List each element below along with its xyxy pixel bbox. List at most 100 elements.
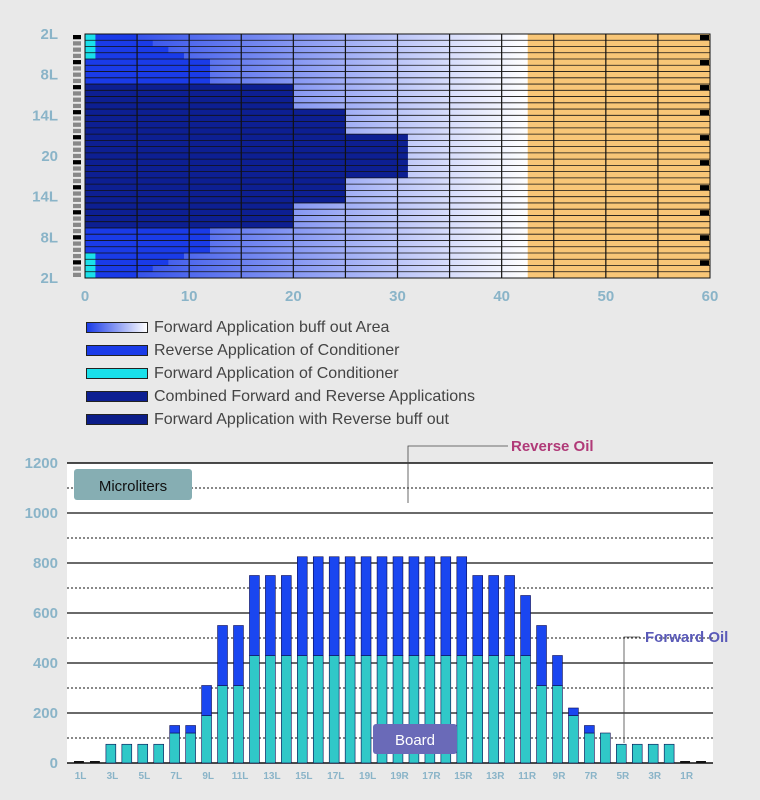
lane-application-band	[85, 46, 169, 53]
legend-label: Forward Application buff out Area	[154, 318, 390, 336]
reverse-oil-bar	[328, 556, 340, 656]
lane-marker	[73, 60, 81, 65]
legend-label: Combined Forward and Reverse Application…	[154, 387, 476, 405]
x-tick-label: 19L	[359, 771, 376, 782]
microliters-box	[74, 469, 192, 500]
forward-oil-bar	[312, 655, 324, 764]
lane-marker	[73, 97, 81, 102]
lane-marker	[73, 116, 81, 121]
reverse-oil-bar	[440, 556, 452, 656]
lane-buffout-band	[85, 271, 528, 278]
y-tick-label: 2L	[40, 270, 58, 287]
reverse-oil-bar	[408, 556, 420, 656]
x-tick-label: 50	[597, 288, 614, 305]
lane-right-marker	[700, 260, 709, 266]
lane-buffout-band	[85, 52, 528, 60]
forward-oil-bar	[472, 655, 483, 764]
lane-application-band	[85, 52, 184, 60]
reverse-oil-bar	[201, 685, 212, 716]
lane-marker	[73, 85, 81, 90]
legend-label: Reverse Application of Conditioner	[154, 341, 400, 359]
x-tick-label: 17R	[422, 771, 441, 782]
legend-item-buffout: Forward Application buff out Area	[86, 316, 475, 339]
legend-label: Forward Application with Reverse buff ou…	[154, 410, 449, 428]
lane-heatmap-chart: 0 10 20 30 40 50 60 2L 8L 14L 20 14L 8L 2L	[32, 26, 719, 305]
reverse-oil-bar	[504, 575, 515, 656]
lane-marker	[73, 178, 81, 184]
lane-marker	[73, 128, 81, 134]
y-tick-label: 8L	[40, 67, 58, 84]
lane-buffout-band	[85, 209, 528, 216]
reverse-oil-bar	[297, 556, 308, 656]
lane-marker	[73, 241, 81, 246]
lane-marker	[73, 166, 81, 171]
lane-marker	[73, 197, 81, 202]
lane-buffout-band	[85, 65, 528, 72]
lane-application-band	[85, 190, 346, 197]
x-tick-label: 13R	[486, 771, 505, 782]
x-tick-label: 60	[702, 288, 719, 305]
x-tick-label: 15L	[295, 771, 312, 782]
lane-application-band	[85, 184, 346, 191]
lane-buffout-band	[85, 59, 528, 66]
lane-application-band	[85, 246, 210, 253]
heatmap-legend: Forward Application buff out Area Revers…	[86, 316, 475, 431]
lane-buffout-band	[85, 215, 528, 222]
forward-oil-bar	[153, 743, 164, 764]
lane-marker	[73, 110, 81, 115]
y-tick-label: 1200	[25, 455, 58, 472]
x-tick-label: 17L	[327, 771, 344, 782]
x-tick-label: 5R	[616, 771, 630, 782]
lane-marker	[73, 203, 81, 209]
forward-oil-bar	[265, 655, 276, 764]
lane-buffout-band	[85, 84, 528, 91]
y-tick-label: 14L	[32, 107, 58, 124]
lane-forward-conditioner	[85, 271, 96, 278]
forward-oil-bar	[217, 685, 228, 764]
legend-swatch-forward	[86, 368, 148, 379]
lane-marker	[73, 260, 81, 265]
x-tick-label: 30	[389, 288, 406, 305]
lane-buffout-band	[85, 90, 528, 97]
forward-oil-bar	[520, 655, 531, 764]
x-tick-label: 1R	[680, 771, 694, 782]
reverse-oil-bar	[536, 625, 547, 686]
lane-application-band	[85, 252, 184, 260]
legend-item-reverse: Reverse Application of Conditioner	[86, 339, 475, 362]
lane-buffout-band	[85, 221, 528, 228]
reverse-oil-bar	[265, 575, 276, 656]
x-tick-label: 3L	[107, 771, 119, 782]
x-tick-label: 7L	[170, 771, 182, 782]
forward-oil-bar	[584, 732, 595, 764]
reverse-oil-callout-line	[407, 445, 508, 503]
forward-oil-bar	[488, 655, 499, 764]
lane-application-band	[85, 59, 210, 66]
lane-buffout-band	[85, 240, 528, 247]
lane-marker	[73, 222, 81, 227]
lane-right-marker	[700, 235, 709, 241]
heatmap-frame	[84, 33, 711, 279]
legend-item-combined: Combined Forward and Reverse Application…	[86, 385, 475, 408]
reverse-oil-bar	[392, 556, 404, 656]
lane-application-band	[85, 140, 408, 147]
lane-marker	[73, 253, 81, 259]
lane-right-marker	[700, 135, 709, 141]
x-tick-label: 19R	[390, 771, 409, 782]
x-tick-label: 1L	[75, 771, 87, 782]
legend-item-reverse-buffout: Forward Application with Reverse buff ou…	[86, 408, 475, 431]
lane-buffout-band	[85, 46, 528, 53]
forward-oil-bar	[568, 715, 579, 764]
forward-oil-bar	[360, 655, 372, 764]
lane-right-marker	[700, 60, 709, 66]
lane-right-marker	[700, 185, 709, 191]
y-tick-label: 20	[41, 148, 58, 165]
lane-application-band	[85, 65, 210, 72]
x-tick-label: 9R	[553, 771, 567, 782]
forward-oil-bar	[631, 743, 643, 764]
lane-marker	[73, 235, 81, 240]
board-label: Board	[395, 732, 435, 749]
reverse-oil-bar	[376, 556, 388, 656]
forward-oil-bar	[121, 743, 133, 764]
lane-buffout-band	[85, 246, 528, 253]
lane-buffout-band	[85, 202, 528, 210]
